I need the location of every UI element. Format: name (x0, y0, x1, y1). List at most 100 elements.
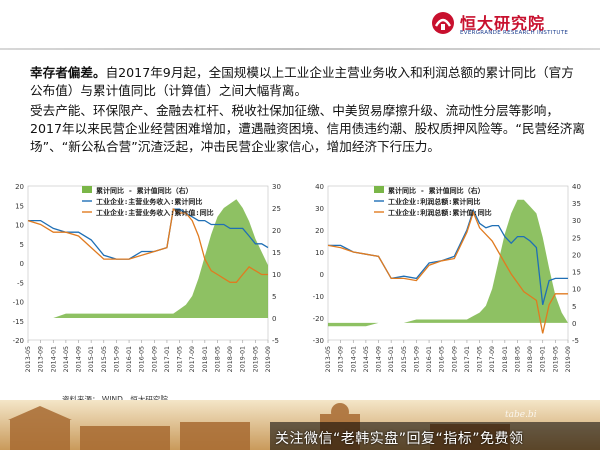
legend-swatch-area (82, 186, 92, 193)
paragraph-1-lead: 幸存者偏差。 (30, 65, 106, 80)
x-tick-label: 2015-01 (88, 346, 95, 372)
y-left-tick-label: 20 (15, 183, 24, 191)
x-tick-label: 2019-09 (265, 346, 272, 372)
series-line-computed (327, 210, 568, 334)
x-tick-label: 2017-05 (477, 346, 484, 372)
y-right-tick-label: 25 (572, 234, 581, 242)
y-right-tick-label: 20 (572, 251, 581, 259)
y-right-tick-label: 20 (272, 227, 281, 235)
legend-label: 工业企业:主营业务收入:累计同比 (96, 197, 202, 206)
y-right-tick-label: 10 (272, 271, 281, 279)
y-right-tick-label: -5 (572, 337, 579, 345)
y-right-tick-label: 15 (272, 249, 281, 257)
x-tick-label: 2014-09 (376, 346, 383, 372)
y-left-tick-label: -5 (17, 279, 24, 287)
x-tick-label: 2014-01 (350, 346, 357, 372)
chart-profit-svg: -30 -20 -10 0 10 20 30 40 -5 0 5 10 15 20 25 30 35 40 2013… (313, 183, 581, 372)
x-tick-label: 2014-09 (76, 346, 83, 372)
legend-label: 累计同比 - 累计值同比（右） (388, 186, 485, 195)
y-right-tick-label: 35 (572, 200, 581, 208)
y-right-tick-label: 15 (572, 269, 581, 277)
y-left-tick-label: 10 (15, 222, 24, 230)
y-left-tick-label: 15 (15, 202, 24, 210)
x-tick-label: 2015-05 (401, 346, 408, 372)
x-tick-label: 2016-01 (426, 346, 433, 372)
x-tick-label: 2013-05 (25, 346, 32, 372)
x-tick-label: 2016-05 (139, 346, 146, 372)
plot-frame (327, 185, 569, 341)
x-tick-label: 2019-05 (552, 346, 559, 372)
x-tick-label: 2015-05 (101, 346, 108, 372)
y-right-tick-label: -5 (272, 337, 279, 345)
x-tick-label: 2018-09 (527, 346, 534, 372)
x-tick-label: 2016-05 (439, 346, 446, 372)
paragraph-2: 受去产能、环保限产、金融去杠杆、税收社保加征缴、中美贸易摩擦升级、流动性分层等影… (30, 103, 585, 154)
y-left-tick-label: -10 (13, 299, 24, 307)
evergrande-logo-icon (432, 12, 454, 34)
legend-label: 工业企业:利润总额:累计同比 (388, 197, 480, 206)
y-left-tick-label: -20 (313, 315, 324, 323)
x-tick-label: 2013-05 (325, 346, 332, 372)
series-area-diff (328, 199, 568, 327)
y-left-tick-label: 0 (20, 260, 24, 268)
y-right-tick-label: 10 (572, 286, 581, 294)
x-tick-label: 2016-09 (451, 346, 458, 372)
y-right-tick-label: 25 (272, 205, 281, 213)
y-left-tick-label: -10 (313, 293, 324, 301)
y-left-tick-label: 5 (20, 241, 24, 249)
series-line-computed (27, 208, 268, 283)
x-tick-label: 2017-01 (464, 346, 471, 372)
logo-name-en: EVERGRANDE RESEARCH INSTITUTE (460, 30, 569, 36)
paragraph-1-body: 自2017年9月起，全国规模以上工业企业主营业务收入和利润总额的累计同比（官方公… (30, 65, 574, 98)
x-tick-label: 2013-09 (338, 346, 345, 372)
x-tick-label: 2018-05 (514, 346, 521, 372)
y-right-tick-label: 0 (572, 320, 576, 328)
y-right-tick-label: 30 (572, 217, 581, 225)
header-divider (0, 48, 600, 50)
chart-profit: -30 -20 -10 0 10 20 30 40 -5 0 5 10 15 20 25 30 35 40 2013… (300, 178, 600, 400)
x-tick-label: 2018-05 (214, 346, 221, 372)
paragraph-1: 幸存者偏差。自2017年9月起，全国规模以上工业企业主营业务收入和利润总额的累计… (30, 64, 585, 100)
x-tick-label: 2019-05 (252, 346, 259, 372)
y-right-tick-label: 40 (572, 183, 581, 191)
plot-frame (27, 185, 269, 341)
x-tick-label: 2018-01 (502, 346, 509, 372)
x-tick-label: 2016-01 (126, 346, 133, 372)
y-left-tick-label: 0 (320, 271, 324, 279)
x-tick-label: 2013-09 (38, 346, 45, 372)
y-right-tick-label: 0 (272, 315, 276, 323)
y-left-tick-label: 40 (315, 183, 324, 191)
x-tick-label: 2018-01 (202, 346, 209, 372)
x-tick-label: 2017-01 (164, 346, 171, 372)
legend-label: 工业企业:利润总额:累计值:同比 (388, 208, 492, 217)
legend-label: 工业企业:主营业务收入:累计值:同比 (96, 208, 214, 217)
chart-revenue: -20 -15 -10 -5 0 5 10 15 20 -5 0 5 10 15 20 25 30 2013-05… (0, 178, 300, 400)
legend-label: 累计同比 - 累计值同比（右） (96, 186, 193, 195)
logo: 恒大研究院 EVERGRANDE RESEARCH INSTITUTE (430, 8, 590, 42)
y-right-tick-label: 5 (572, 303, 576, 311)
source-note: 资料来源： WIND，恒大研究院 (62, 395, 168, 404)
legend-swatch-area (374, 186, 384, 193)
x-tick-label: 2015-09 (413, 346, 420, 372)
x-tick-label: 2015-01 (388, 346, 395, 372)
logo-name-cn: 恒大研究院 (460, 14, 546, 33)
chart-revenue-svg: -20 -15 -10 -5 0 5 10 15 20 -5 0 5 10 15 20 25 30 2013-05… (13, 183, 281, 372)
x-tick-label: 2016-09 (151, 346, 158, 372)
y-left-tick-label: 20 (315, 227, 324, 235)
x-tick-label: 2014-01 (50, 346, 57, 372)
x-tick-label: 2017-05 (177, 346, 184, 372)
x-tick-label: 2017-09 (489, 346, 496, 372)
x-tick-label: 2019-01 (540, 346, 547, 372)
bottom-banner (0, 400, 600, 450)
banner-text: 关注微信“老韩实盘”回复“指标”免费领 (275, 431, 524, 447)
header: 恒大研究院 EVERGRANDE RESEARCH INSTITUTE (0, 0, 600, 50)
y-left-tick-label: -15 (13, 318, 24, 326)
banner-text-backdrop (270, 422, 600, 450)
y-left-tick-label: 30 (315, 205, 324, 213)
x-tick-label: 2014-05 (363, 346, 370, 372)
y-left-tick-label: -30 (313, 337, 324, 345)
y-right-tick-label: 30 (272, 183, 281, 191)
watermark: tabe.bi (505, 410, 537, 420)
x-tick-label: 2019-09 (565, 346, 572, 372)
series-line-official (28, 208, 269, 260)
